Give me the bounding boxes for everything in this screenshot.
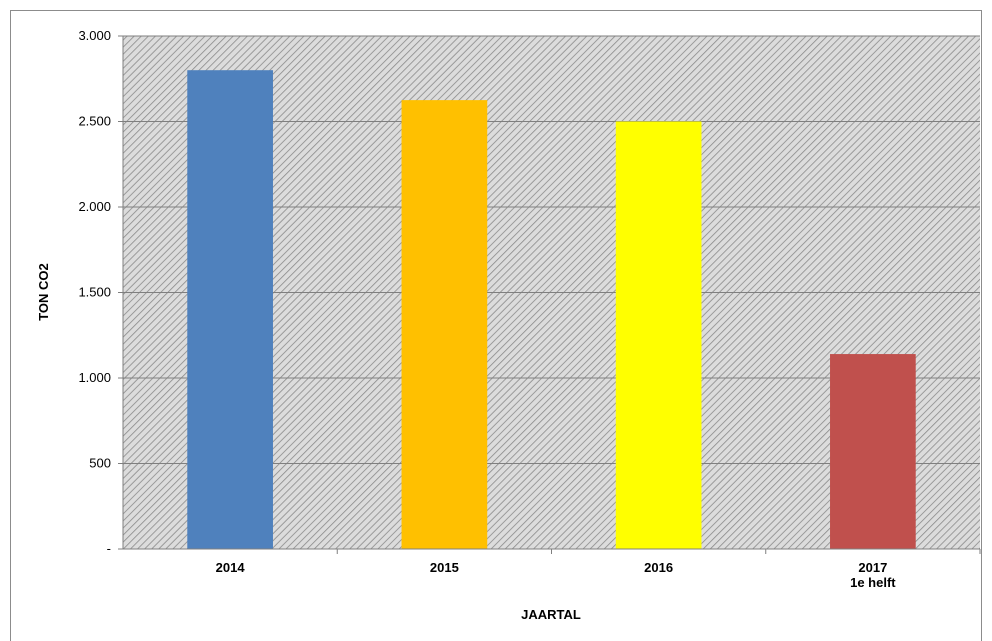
bar-2016 — [615, 121, 702, 549]
x-tick-label: 2017 1e helft — [850, 560, 896, 590]
x-axis-label: JAARTAL — [521, 607, 581, 622]
bar-2017 — [830, 354, 916, 549]
bar-2015 — [401, 100, 488, 549]
y-tick-label: 1.000 — [78, 370, 111, 385]
x-tick-label: 2014 — [216, 560, 246, 575]
x-tick-label: 2016 — [644, 560, 673, 575]
y-tick-label: 3.000 — [78, 28, 111, 43]
bar-2014 — [187, 70, 273, 549]
y-tick-label: 500 — [89, 456, 111, 471]
x-tick-label: 2015 — [430, 560, 459, 575]
y-tick-label: 2.000 — [78, 199, 111, 214]
y-axis-label: TON CO2 — [36, 263, 51, 321]
x-tick-labels: 2014 2015 2016 2017 1e helft — [216, 549, 981, 590]
y-tick-labels: - 500 1.000 1.500 2.000 2.500 3.000 — [78, 28, 123, 556]
bars — [187, 70, 916, 549]
y-tick-label: 2.500 — [78, 114, 111, 129]
y-tick-label: 1.500 — [78, 285, 111, 300]
y-tick-label: - — [107, 541, 111, 556]
